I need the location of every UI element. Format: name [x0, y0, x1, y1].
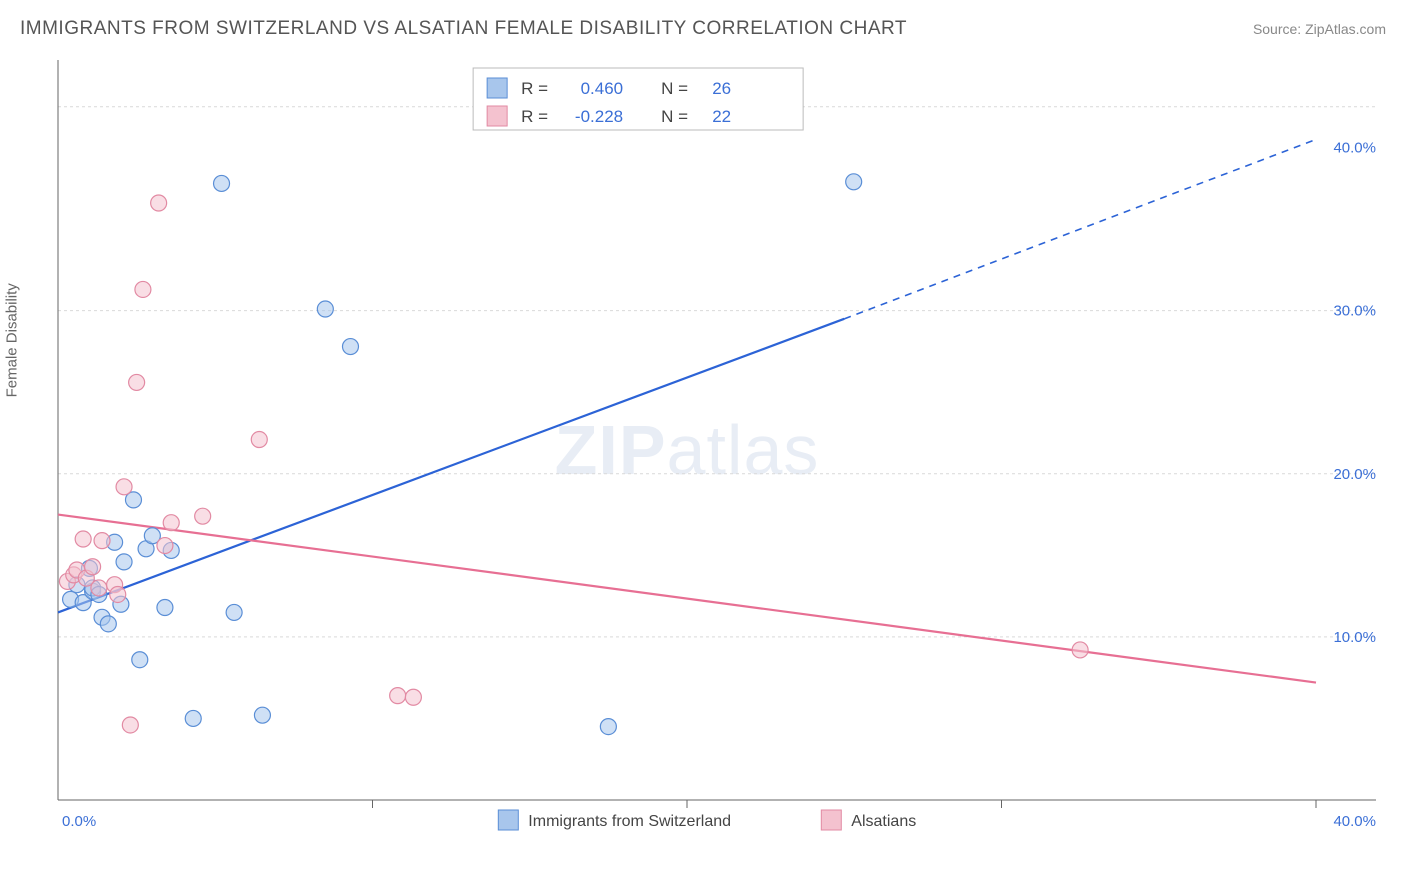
r-label: R =	[521, 79, 548, 98]
y-tick-label: 10.0%	[1333, 629, 1376, 646]
r-label: R =	[521, 107, 548, 126]
stats-legend: R = 0.460 N = 26 R = -0.228 N = 22	[473, 68, 803, 130]
point-swiss	[342, 339, 358, 355]
point-swiss	[185, 710, 201, 726]
swatch-alsatian	[487, 106, 507, 126]
point-alsatian	[195, 508, 211, 524]
point-swiss	[226, 604, 242, 620]
n-label: N =	[661, 79, 688, 98]
source-prefix: Source:	[1253, 21, 1305, 37]
r-value: -0.228	[575, 107, 623, 126]
y-axis-label: Female Disability	[4, 283, 21, 397]
point-swiss	[600, 719, 616, 735]
swatch-swiss	[498, 810, 518, 830]
point-alsatian	[94, 533, 110, 549]
point-alsatian	[75, 531, 91, 547]
source-attribution: Source: ZipAtlas.com	[1253, 21, 1386, 37]
series-legend: Immigrants from Switzerland Alsatians	[498, 810, 916, 830]
legend-label-alsatian: Alsatians	[851, 813, 916, 830]
point-swiss	[100, 616, 116, 632]
y-tick-label: 40.0%	[1333, 140, 1376, 157]
point-alsatian	[85, 559, 101, 575]
swatch-swiss	[487, 78, 507, 98]
point-alsatian	[390, 688, 406, 704]
point-swiss	[132, 652, 148, 668]
point-alsatian	[135, 281, 151, 297]
y-tick-label: 30.0%	[1333, 303, 1376, 320]
point-alsatian	[110, 586, 126, 602]
point-swiss	[116, 554, 132, 570]
point-alsatian	[251, 432, 267, 448]
legend-label-swiss: Immigrants from Switzerland	[528, 813, 731, 830]
trend-line-alsatian	[58, 515, 1316, 683]
watermark: ZIPatlas	[555, 411, 820, 489]
y-tick-label: 20.0%	[1333, 466, 1376, 483]
correlation-chart: ZIPatlas 10.0% 20.0% 30.0% 40.0% R = 0.460 N = 2…	[56, 56, 1386, 840]
x-tick-label: 40.0%	[1333, 813, 1376, 830]
point-swiss	[214, 175, 230, 191]
swatch-alsatian	[821, 810, 841, 830]
point-alsatian	[91, 580, 107, 596]
n-value: 22	[712, 107, 731, 126]
point-alsatian	[1072, 642, 1088, 658]
point-alsatian	[157, 538, 173, 554]
point-swiss	[846, 174, 862, 190]
x-tick-label: 0.0%	[62, 813, 96, 830]
point-alsatian	[151, 195, 167, 211]
point-alsatian	[405, 689, 421, 705]
point-alsatian	[163, 515, 179, 531]
point-alsatian	[116, 479, 132, 495]
point-swiss	[254, 707, 270, 723]
point-alsatian	[129, 374, 145, 390]
trend-line-dash-swiss	[844, 139, 1316, 318]
point-swiss	[317, 301, 333, 317]
n-label: N =	[661, 107, 688, 126]
n-value: 26	[712, 79, 731, 98]
point-alsatian	[122, 717, 138, 733]
source-link[interactable]: ZipAtlas.com	[1305, 21, 1386, 37]
r-value: 0.460	[581, 79, 624, 98]
page-title: IMMIGRANTS FROM SWITZERLAND VS ALSATIAN …	[20, 18, 907, 40]
point-swiss	[157, 600, 173, 616]
